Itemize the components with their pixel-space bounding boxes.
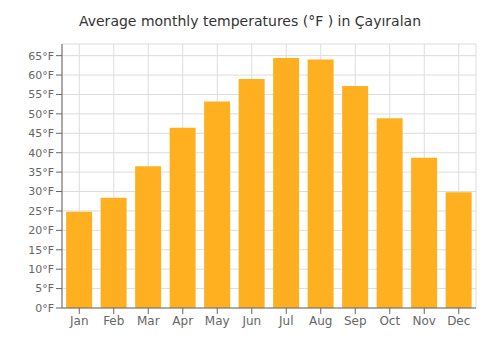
svg-text:35°F: 35°F	[28, 166, 54, 179]
svg-text:30°F: 30°F	[28, 185, 54, 198]
svg-text:Jan: Jan	[69, 314, 89, 328]
svg-text:Nov: Nov	[413, 314, 436, 328]
svg-text:0°F: 0°F	[35, 302, 54, 315]
svg-text:Mar: Mar	[137, 314, 160, 328]
svg-text:15°F: 15°F	[28, 244, 54, 257]
svg-text:65°F: 65°F	[28, 50, 54, 63]
svg-text:45°F: 45°F	[28, 127, 54, 140]
svg-text:Aug: Aug	[309, 314, 332, 328]
svg-text:20°F: 20°F	[28, 224, 54, 237]
svg-text:Dec: Dec	[447, 314, 470, 328]
svg-text:5°F: 5°F	[35, 282, 54, 295]
svg-text:May: May	[205, 314, 230, 328]
svg-text:Oct: Oct	[379, 314, 400, 328]
svg-text:Feb: Feb	[103, 314, 124, 328]
svg-text:10°F: 10°F	[28, 263, 54, 276]
svg-text:Jun: Jun	[241, 314, 261, 328]
svg-text:60°F: 60°F	[28, 69, 54, 82]
svg-text:55°F: 55°F	[28, 88, 54, 101]
svg-text:40°F: 40°F	[28, 147, 54, 160]
html-text:Average monthly temperatures (: Average monthly temperatures (°F ) in Ça…	[79, 13, 421, 29]
svg-text:Sep: Sep	[344, 314, 367, 328]
svg-text:50°F: 50°F	[28, 108, 54, 121]
svg-text:25°F: 25°F	[28, 205, 54, 218]
svg-text:Apr: Apr	[172, 314, 193, 328]
svg-text:Jul: Jul	[278, 314, 293, 328]
